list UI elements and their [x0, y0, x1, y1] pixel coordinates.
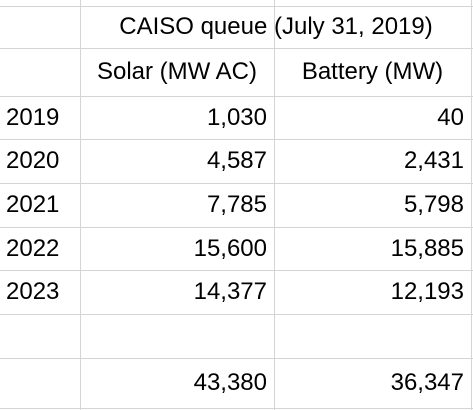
year-cell[interactable]: 2019 — [6, 103, 60, 131]
column-divider — [471, 0, 472, 410]
row-divider — [0, 314, 473, 315]
empty-cell[interactable] — [0, 314, 80, 358]
battery-total-cell[interactable]: 36,347 — [390, 369, 464, 396]
year-cell[interactable]: 2021 — [6, 191, 60, 218]
row-divider — [0, 408, 473, 409]
column-header-solar[interactable]: Solar (MW AC) — [96, 58, 257, 85]
table-title[interactable]: CAISO queue (July 31, 2019) — [119, 13, 433, 40]
solar-cell[interactable]: 14,377 — [193, 278, 267, 305]
year-cell[interactable]: 2022 — [6, 234, 60, 262]
row-divider — [0, 358, 473, 359]
row-divider — [0, 227, 473, 228]
solar-cell[interactable]: 1,030 — [206, 103, 267, 131]
battery-cell[interactable]: 15,885 — [390, 234, 464, 262]
column-header-battery[interactable]: Battery (MW) — [301, 58, 444, 85]
battery-cell[interactable]: 12,193 — [390, 278, 464, 305]
row-divider — [0, 96, 473, 97]
empty-cell[interactable] — [274, 314, 471, 358]
battery-cell[interactable]: 40 — [437, 103, 464, 131]
row-divider — [0, 6, 473, 7]
battery-cell[interactable]: 2,431 — [403, 147, 464, 174]
row-divider — [0, 270, 473, 271]
column-divider — [80, 0, 81, 410]
empty-cell[interactable] — [80, 314, 274, 358]
solar-cell[interactable]: 4,587 — [206, 147, 267, 174]
year-cell[interactable]: 2020 — [6, 147, 60, 174]
total-label-cell[interactable] — [0, 358, 80, 408]
solar-cell[interactable]: 15,600 — [193, 234, 267, 262]
battery-cell[interactable]: 5,798 — [403, 191, 464, 218]
row-divider — [0, 48, 473, 49]
column-divider — [274, 0, 275, 410]
year-cell[interactable]: 2023 — [6, 278, 60, 305]
solar-total-cell[interactable]: 43,380 — [193, 369, 267, 396]
row-divider — [0, 139, 473, 140]
row-divider — [0, 183, 473, 184]
solar-cell[interactable]: 7,785 — [206, 191, 267, 218]
